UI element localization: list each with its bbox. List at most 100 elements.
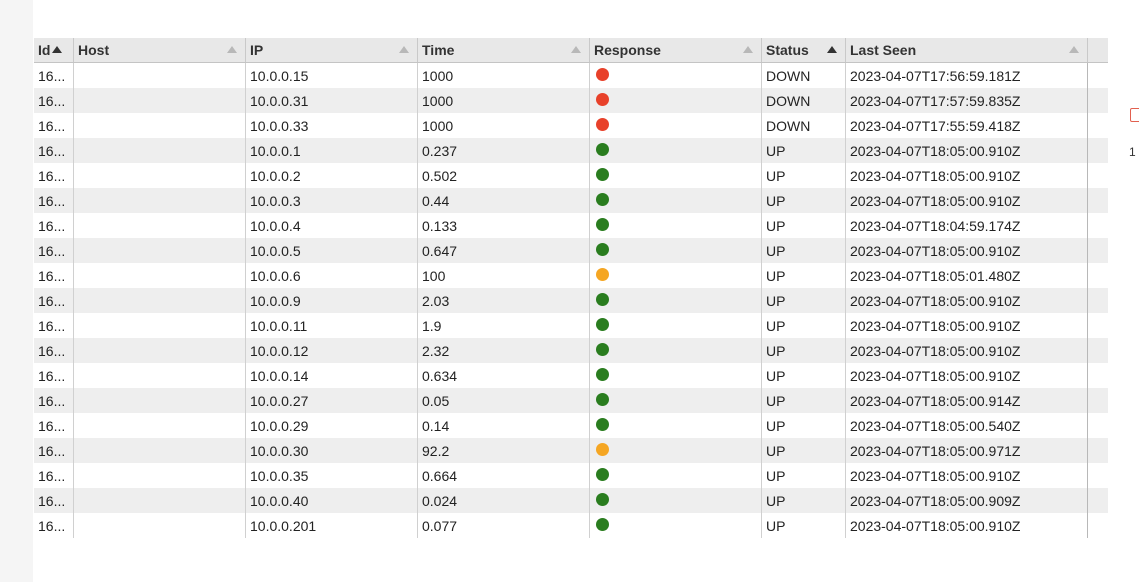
- column-header-host[interactable]: Host: [74, 38, 246, 62]
- table-row[interactable]: 16... 10.0.0.11 1.9 UP 2023-04-07T18:05:00.9…: [34, 313, 1108, 338]
- cell-id: 16...: [34, 388, 74, 413]
- cell-last-seen: 2023-04-07T17:56:59.181Z: [846, 63, 1088, 88]
- cell-last-seen: 2023-04-07T18:05:00.910Z: [846, 288, 1088, 313]
- cell-status: UP: [762, 263, 846, 288]
- cell-status: UP: [762, 138, 846, 163]
- cell-host: [74, 438, 246, 463]
- table-row[interactable]: 16... 10.0.0.201 0.077 UP 2023-04-07T18:05:0…: [34, 513, 1108, 538]
- table-row[interactable]: 16... 10.0.0.27 0.05 UP 2023-04-07T18:05:00.…: [34, 388, 1108, 413]
- table-row[interactable]: 16... 10.0.0.6 100 UP 2023-04-07T18:05:01.48…: [34, 263, 1108, 288]
- cell-time: 0.664: [418, 463, 590, 488]
- response-status-dot-icon: [596, 193, 609, 206]
- column-header-last-seen[interactable]: Last Seen: [846, 38, 1088, 62]
- cell-response: [590, 413, 762, 438]
- table-row[interactable]: 16... 10.0.0.5 0.647 UP 2023-04-07T18:05:00.…: [34, 238, 1108, 263]
- column-header-ip[interactable]: IP: [246, 38, 418, 62]
- cell-ip: 10.0.0.4: [246, 213, 418, 238]
- cell-id: 16...: [34, 513, 74, 538]
- cell-response: [590, 238, 762, 263]
- table-row[interactable]: 16... 10.0.0.40 0.024 UP 2023-04-07T18:05:00…: [34, 488, 1108, 513]
- cell-last-seen: 2023-04-07T18:05:00.971Z: [846, 438, 1088, 463]
- column-header-label: Last Seen: [850, 42, 917, 58]
- sort-asc-icon: [52, 46, 62, 53]
- table-row[interactable]: 16... 10.0.0.33 1000 DOWN 2023-04-07T17:55:5…: [34, 113, 1108, 138]
- sort-icon: [743, 46, 753, 53]
- sort-asc-icon: [827, 46, 837, 53]
- cell-status: DOWN: [762, 88, 846, 113]
- table-header: Id Host IP Time Response Status Last See…: [34, 38, 1108, 63]
- response-status-dot-icon: [596, 293, 609, 306]
- row-filler: [1088, 188, 1108, 213]
- column-header-response[interactable]: Response: [590, 38, 762, 62]
- table-row[interactable]: 16... 10.0.0.1 0.237 UP 2023-04-07T18:05:00.…: [34, 138, 1108, 163]
- column-header-id[interactable]: Id: [34, 38, 74, 62]
- cell-response: [590, 363, 762, 388]
- cell-ip: 10.0.0.29: [246, 413, 418, 438]
- cell-host: [74, 338, 246, 363]
- cell-time: 0.14: [418, 413, 590, 438]
- column-header-label: IP: [250, 42, 264, 58]
- cell-last-seen: 2023-04-07T18:05:00.910Z: [846, 338, 1088, 363]
- cell-response: [590, 88, 762, 113]
- cell-id: 16...: [34, 138, 74, 163]
- cell-last-seen: 2023-04-07T18:05:00.914Z: [846, 388, 1088, 413]
- cell-status: UP: [762, 188, 846, 213]
- cell-time: 0.077: [418, 513, 590, 538]
- row-filler: [1088, 263, 1108, 288]
- cell-last-seen: 2023-04-07T18:05:00.540Z: [846, 413, 1088, 438]
- window-control-icon[interactable]: [1130, 108, 1139, 122]
- cell-time: 0.133: [418, 213, 590, 238]
- cell-host: [74, 363, 246, 388]
- cell-host: [74, 288, 246, 313]
- cell-response: [590, 388, 762, 413]
- column-header-time[interactable]: Time: [418, 38, 590, 62]
- row-filler: [1088, 338, 1108, 363]
- sort-icon: [1069, 46, 1079, 53]
- table-row[interactable]: 16... 10.0.0.14 0.634 UP 2023-04-07T18:05:00…: [34, 363, 1108, 388]
- table-row[interactable]: 16... 10.0.0.3 0.44 UP 2023-04-07T18:05:00.9…: [34, 188, 1108, 213]
- cell-ip: 10.0.0.27: [246, 388, 418, 413]
- table-row[interactable]: 16... 10.0.0.15 1000 DOWN 2023-04-07T17:56:5…: [34, 63, 1108, 88]
- cell-id: 16...: [34, 313, 74, 338]
- cell-ip: 10.0.0.35: [246, 463, 418, 488]
- cell-time: 100: [418, 263, 590, 288]
- cell-time: 0.634: [418, 363, 590, 388]
- column-header-label: Time: [422, 42, 455, 58]
- table-row[interactable]: 16... 10.0.0.2 0.502 UP 2023-04-07T18:05:00.…: [34, 163, 1108, 188]
- response-status-dot-icon: [596, 243, 609, 256]
- cell-status: UP: [762, 163, 846, 188]
- table-row[interactable]: 16... 10.0.0.9 2.03 UP 2023-04-07T18:05:00.9…: [34, 288, 1108, 313]
- cell-status: UP: [762, 238, 846, 263]
- table-row[interactable]: 16... 10.0.0.4 0.133 UP 2023-04-07T18:04:59.…: [34, 213, 1108, 238]
- cell-time: 0.502: [418, 163, 590, 188]
- column-header-label: Status: [766, 42, 809, 58]
- row-filler: [1088, 463, 1108, 488]
- column-header-label: Response: [594, 42, 661, 58]
- cell-response: [590, 463, 762, 488]
- cell-response: [590, 163, 762, 188]
- cell-ip: 10.0.0.1: [246, 138, 418, 163]
- table-row[interactable]: 16... 10.0.0.12 2.32 UP 2023-04-07T18:05:00.…: [34, 338, 1108, 363]
- table-row[interactable]: 16... 10.0.0.35 0.664 UP 2023-04-07T18:05:00…: [34, 463, 1108, 488]
- cell-ip: 10.0.0.31: [246, 88, 418, 113]
- cell-host: [74, 88, 246, 113]
- column-header-status[interactable]: Status: [762, 38, 846, 62]
- sort-icon: [227, 46, 237, 53]
- cell-last-seen: 2023-04-07T18:05:00.910Z: [846, 463, 1088, 488]
- cell-ip: 10.0.0.9: [246, 288, 418, 313]
- cell-id: 16...: [34, 363, 74, 388]
- table-row[interactable]: 16... 10.0.0.30 92.2 UP 2023-04-07T18:05:00.…: [34, 438, 1108, 463]
- table-row[interactable]: 16... 10.0.0.31 1000 DOWN 2023-04-07T17:57:5…: [34, 88, 1108, 113]
- cell-id: 16...: [34, 88, 74, 113]
- table-row[interactable]: 16... 10.0.0.29 0.14 UP 2023-04-07T18:05:00.…: [34, 413, 1108, 438]
- table-body: 16... 10.0.0.15 1000 DOWN 2023-04-07T17:56:5…: [34, 63, 1108, 538]
- cell-status: UP: [762, 488, 846, 513]
- cell-last-seen: 2023-04-07T18:04:59.174Z: [846, 213, 1088, 238]
- row-filler: [1088, 88, 1108, 113]
- response-status-dot-icon: [596, 343, 609, 356]
- cell-id: 16...: [34, 438, 74, 463]
- cell-last-seen: 2023-04-07T18:05:00.910Z: [846, 163, 1088, 188]
- response-status-dot-icon: [596, 218, 609, 231]
- cell-status: UP: [762, 363, 846, 388]
- response-status-dot-icon: [596, 118, 609, 131]
